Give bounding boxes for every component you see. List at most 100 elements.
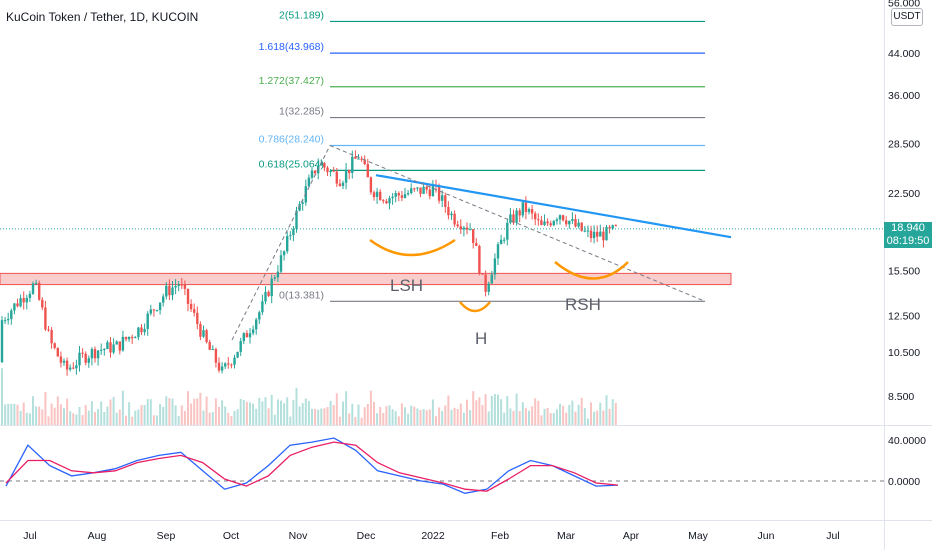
candle-body[interactable] (267, 291, 270, 297)
candle-body[interactable] (413, 188, 416, 190)
candle-body[interactable] (596, 231, 599, 237)
candle-body[interactable] (13, 303, 16, 311)
candle-body[interactable] (608, 226, 611, 229)
candle-body[interactable] (369, 177, 373, 193)
candle-body[interactable] (75, 365, 78, 369)
support-zone[interactable] (0, 272, 732, 286)
candle-body[interactable] (599, 231, 602, 237)
candle-body[interactable] (146, 313, 149, 329)
candle-body[interactable] (307, 177, 311, 187)
candle-body[interactable] (611, 225, 614, 229)
candle-body[interactable] (233, 357, 236, 365)
candle-body[interactable] (90, 349, 94, 359)
candle-body[interactable] (549, 223, 552, 226)
candle-body[interactable] (388, 198, 391, 204)
candle-body[interactable] (199, 323, 202, 337)
candle-body[interactable] (583, 230, 586, 232)
candle-body[interactable] (568, 220, 571, 225)
candle-body[interactable] (310, 170, 314, 178)
candle-body[interactable] (450, 213, 453, 216)
candle-body[interactable] (50, 329, 53, 344)
candle-body[interactable] (47, 329, 50, 331)
candle-body[interactable] (115, 341, 118, 345)
candle-body[interactable] (7, 319, 10, 321)
candle-body[interactable] (162, 296, 165, 303)
candle-body[interactable] (211, 348, 214, 350)
candle-body[interactable] (227, 363, 230, 365)
candle-body[interactable] (431, 185, 435, 197)
candle-body[interactable] (25, 298, 28, 303)
candle-body[interactable] (521, 202, 524, 216)
candle-body[interactable] (109, 342, 112, 353)
candle-body[interactable] (69, 367, 72, 370)
candle-body[interactable] (540, 220, 543, 225)
candle-body[interactable] (196, 312, 199, 324)
candle-body[interactable] (251, 329, 255, 334)
candle-body[interactable] (28, 293, 32, 299)
candle-body[interactable] (137, 327, 140, 338)
candle-body[interactable] (121, 336, 125, 351)
candle-body[interactable] (503, 239, 506, 241)
candle-body[interactable] (332, 170, 335, 172)
candle-body[interactable] (118, 341, 121, 351)
candle-body[interactable] (289, 235, 292, 237)
candle-body[interactable] (143, 328, 146, 333)
candle-body[interactable] (348, 169, 351, 173)
swing-line-up[interactable] (231, 145, 331, 341)
candle-body[interactable] (605, 226, 608, 241)
candle-body[interactable] (456, 224, 459, 227)
candle-body[interactable] (276, 271, 280, 278)
candle-body[interactable] (217, 362, 221, 371)
candle-body[interactable] (279, 255, 283, 272)
candle-body[interactable] (428, 189, 431, 197)
candle-body[interactable] (335, 171, 338, 184)
candle-body[interactable] (34, 282, 38, 284)
candlestick-series[interactable] (0, 150, 884, 376)
candle-body[interactable] (527, 209, 531, 212)
candle-body[interactable] (484, 274, 487, 292)
candle-body[interactable] (406, 193, 410, 195)
candle-body[interactable] (447, 206, 450, 216)
oscillator-pane[interactable]: 40.0000 0.0000 (0, 435, 926, 494)
candle-body[interactable] (375, 191, 379, 197)
candle-body[interactable] (202, 330, 205, 337)
candle-body[interactable] (555, 219, 559, 222)
candle-body[interactable] (93, 349, 97, 359)
candle-body[interactable] (16, 303, 19, 307)
candle-body[interactable] (561, 215, 565, 221)
candle-body[interactable] (242, 333, 245, 342)
candle-body[interactable] (168, 285, 171, 296)
candle-body[interactable] (441, 195, 444, 201)
candle-body[interactable] (183, 284, 187, 289)
candle-body[interactable] (124, 336, 128, 340)
candle-body[interactable] (363, 159, 366, 165)
candle-body[interactable] (149, 309, 152, 314)
swing-line-down[interactable] (329, 145, 706, 302)
candle-body[interactable] (127, 336, 131, 340)
candle-body[interactable] (41, 299, 44, 308)
candle-body[interactable] (31, 283, 35, 294)
candle-body[interactable] (81, 352, 84, 354)
candle-body[interactable] (273, 277, 276, 279)
candle-body[interactable] (490, 274, 493, 284)
candle-body[interactable] (459, 226, 462, 230)
candle-body[interactable] (558, 215, 562, 220)
candle-body[interactable] (155, 310, 159, 312)
candle-body[interactable] (394, 193, 397, 197)
candle-body[interactable] (298, 203, 301, 211)
drawings-layer[interactable] (231, 145, 732, 341)
candle-body[interactable] (286, 236, 289, 252)
candle-body[interactable] (589, 230, 593, 239)
candle-body[interactable] (602, 231, 605, 241)
candle-body[interactable] (19, 298, 22, 307)
candle-body[interactable] (344, 169, 348, 183)
candle-body[interactable] (366, 164, 369, 178)
candle-body[interactable] (264, 291, 267, 302)
rsh-arc[interactable] (554, 261, 629, 280)
candle-body[interactable] (87, 358, 90, 363)
candle-body[interactable] (509, 214, 512, 223)
head-arc[interactable] (459, 301, 491, 313)
candle-body[interactable] (220, 366, 224, 371)
candle-body[interactable] (351, 156, 354, 173)
